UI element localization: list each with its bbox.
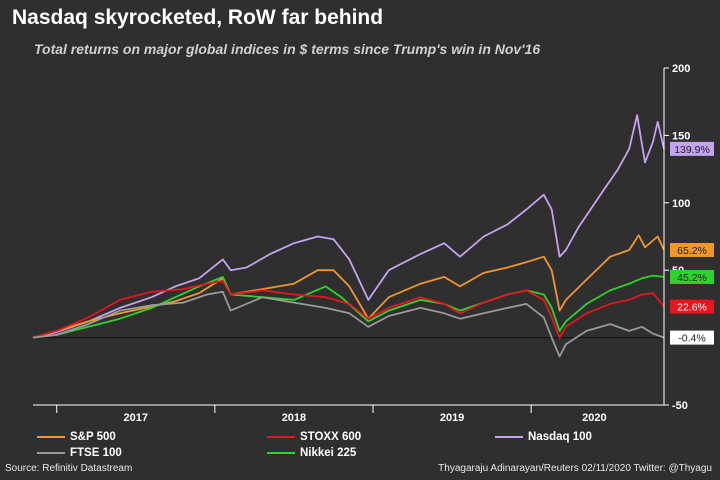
end-label-sp500: 65.2% xyxy=(677,245,707,257)
x-tick-label: 2020 xyxy=(582,412,606,424)
series-line-nikkei225 xyxy=(32,274,665,339)
legend: S&P 500 FTSE 100 STOXX 600 Nikkei 225 Na… xyxy=(37,431,677,465)
end-label-ftse100: -0.4% xyxy=(678,333,705,345)
x-tick-label: 2017 xyxy=(124,412,148,424)
legend-item-nikkei225: Nikkei 225 xyxy=(267,447,356,459)
series-line-nasdaq100 xyxy=(32,114,665,339)
source-note: Source: Refinitiv Datastream xyxy=(5,463,133,474)
x-tick-label: 2018 xyxy=(282,412,306,424)
legend-label-sp500: S&P 500 xyxy=(70,431,116,443)
series-line-stoxx600 xyxy=(32,280,665,339)
series-layer xyxy=(32,114,665,358)
legend-item-nasdaq100: Nasdaq 100 xyxy=(495,431,592,443)
y-tick-label: 150 xyxy=(672,130,690,142)
end-label-nikkei225: 45.2% xyxy=(677,272,707,284)
end-label-nasdaq100: 139.9% xyxy=(674,144,710,156)
legend-label-ftse100: FTSE 100 xyxy=(70,447,122,459)
chart-title: Nasdaq skyrocketed, RoW far behind xyxy=(12,6,384,29)
x-tick-label: 2019 xyxy=(440,412,464,424)
legend-item-sp500: S&P 500 xyxy=(37,431,116,443)
y-tick-label: 100 xyxy=(672,198,690,210)
end-label-stoxx600: 22.6% xyxy=(677,302,707,314)
legend-swatch-nikkei225 xyxy=(267,452,295,454)
series-line-sp500 xyxy=(32,234,665,339)
legend-label-nasdaq100: Nasdaq 100 xyxy=(528,431,592,443)
end-label-box-nikkei225 xyxy=(670,269,714,284)
y-tick-label: 200 xyxy=(672,63,690,75)
legend-label-stoxx600: STOXX 600 xyxy=(300,431,362,443)
series-line-ftse100 xyxy=(32,290,665,358)
end-labels-layer: 139.9% 65.2% 45.2% 22.6% -0.4% xyxy=(670,141,714,345)
end-label-box-ftse100 xyxy=(670,330,714,345)
legend-swatch-stoxx600 xyxy=(267,436,295,438)
legend-label-nikkei225: Nikkei 225 xyxy=(300,447,357,459)
legend-item-stoxx600: STOXX 600 xyxy=(267,431,361,443)
chart-subtitle: Total returns on major global indices in… xyxy=(34,41,541,57)
legend-item-ftse100: FTSE 100 xyxy=(37,447,122,459)
y-tick-label: -50 xyxy=(672,400,688,412)
legend-swatch-nasdaq100 xyxy=(495,436,523,438)
end-label-box-sp500 xyxy=(670,242,714,257)
legend-swatch-sp500 xyxy=(37,436,65,438)
credit-note: Thyagaraju Adinarayan/Reuters 02/11/2020… xyxy=(438,463,712,474)
end-label-box-stoxx600 xyxy=(670,299,714,314)
legend-swatch-ftse100 xyxy=(37,452,65,454)
end-label-box-nasdaq100 xyxy=(670,141,714,156)
